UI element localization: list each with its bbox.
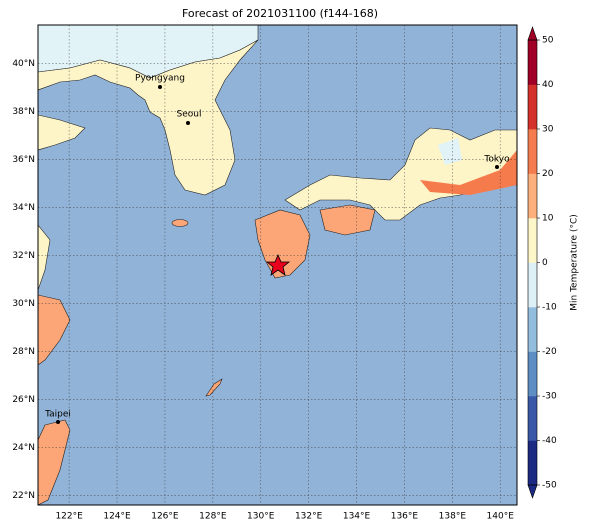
colorbar-tick-label: -50	[542, 481, 557, 491]
map-area: Pyongyang Seoul Tokyo Taipei	[38, 25, 517, 505]
city-label: Taipei	[44, 410, 71, 420]
lat-label: 34°N	[12, 203, 35, 213]
lon-label: 126°E	[151, 512, 179, 522]
lat-label: 40°N	[12, 59, 35, 69]
city-dot	[495, 165, 499, 169]
colorbar-extend-high	[527, 26, 538, 41]
colorbar-band	[528, 262, 537, 308]
location-marker	[265, 253, 291, 276]
colorbar-band	[528, 173, 537, 219]
lon-label: 138°E	[439, 512, 467, 522]
colorbar-band	[528, 440, 537, 486]
lat-label: 22°N	[12, 491, 35, 501]
lon-label: 132°E	[295, 512, 323, 522]
colorbar: -50 -40 -30 -20 -10 0 10 20 30 40 50 Min Temperatur…	[527, 26, 580, 499]
city-dot	[186, 121, 190, 125]
colorbar-tick-label: -20	[542, 347, 557, 357]
colorbar-label: Min Temperature (°C)	[570, 214, 580, 311]
lon-label: 128°E	[199, 512, 227, 522]
lon-label: 130°E	[247, 512, 275, 522]
colorbar-tick-label: 40	[542, 80, 554, 90]
city-dot	[158, 85, 162, 89]
colorbar-tick-label: 20	[542, 169, 554, 179]
colorbar-tick-label: -10	[542, 303, 557, 313]
colorbar-band	[528, 218, 537, 263]
jeju	[171, 219, 189, 227]
honshu-cold	[438, 138, 462, 165]
china-coast-warm	[38, 294, 71, 366]
lat-label: 30°N	[12, 299, 35, 309]
city-label: Tokyo	[483, 155, 510, 165]
lon-label: 124°E	[103, 512, 131, 522]
cities: Pyongyang Seoul Tokyo Taipei	[44, 74, 510, 424]
colorbar-band	[528, 351, 537, 397]
kyushu	[254, 209, 311, 279]
lat-label: 38°N	[12, 107, 35, 117]
korea	[38, 39, 259, 196]
china-coast	[38, 224, 51, 291]
city-label: Pyongyang	[135, 74, 185, 84]
colorbar-extend-low	[527, 484, 538, 499]
colorbar-band	[528, 40, 537, 85]
lon-label: 136°E	[391, 512, 419, 522]
taiwan	[38, 419, 71, 505]
shandong	[38, 114, 86, 151]
lon-label: 134°E	[343, 512, 371, 522]
shikoku	[319, 204, 376, 236]
colorbar-tick-label: 0	[542, 258, 548, 268]
lat-label: 32°N	[12, 251, 35, 261]
lat-label: 24°N	[12, 443, 35, 453]
lon-label: 140°E	[487, 512, 515, 522]
lat-label: 28°N	[12, 347, 35, 357]
colorbar-tick-label: -40	[542, 436, 557, 446]
city-label: Seoul	[177, 110, 202, 120]
lon-label: 122°E	[55, 512, 83, 522]
lat-label: 26°N	[12, 395, 35, 405]
graticule	[38, 25, 517, 505]
map-frame	[37, 24, 518, 506]
title: Forecast of 2021031100 (f144-168)	[182, 7, 378, 20]
colorbar-band	[528, 84, 537, 130]
axes-labels: 122°E 124°E 126°E 128°E 130°E 132°E 134°E 136°E…	[12, 59, 514, 522]
colorbar-tick-label: 50	[542, 36, 554, 46]
city-dot	[56, 420, 60, 424]
honshu-warm	[420, 150, 517, 195]
colorbar-band	[528, 396, 537, 441]
colorbar-tick-label: -30	[542, 392, 557, 402]
colorbar-band	[528, 129, 537, 174]
colorbar-tick-label: 30	[542, 125, 554, 135]
lat-label: 36°N	[12, 155, 35, 165]
colorbar-tick-label: 10	[542, 214, 554, 224]
colorbar-band	[528, 307, 537, 352]
